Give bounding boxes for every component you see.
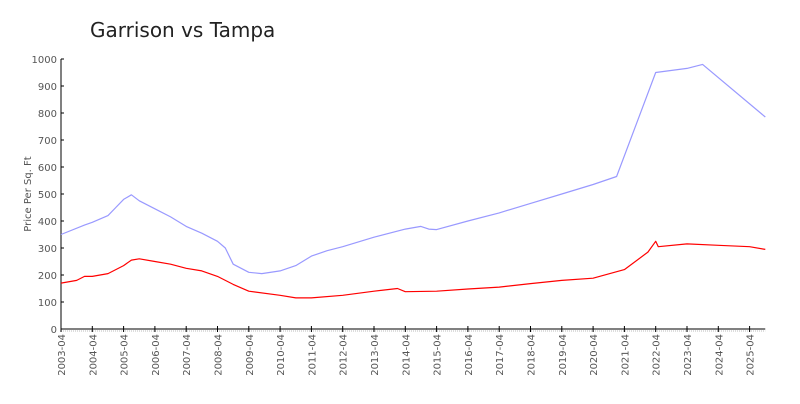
x-tick-label: 2012-04 xyxy=(339,334,350,376)
x-tick-label: 2015-04 xyxy=(433,334,444,376)
x-tick-label: 2003-04 xyxy=(57,334,68,376)
y-tick-label: 200 xyxy=(38,271,57,282)
x-tick-label: 2022-04 xyxy=(652,334,663,376)
x-tick-label: 2023-04 xyxy=(683,334,694,376)
series-line-0 xyxy=(60,63,766,275)
x-tick-label: 2021-04 xyxy=(620,334,631,376)
x-tick-label: 2005-04 xyxy=(120,334,131,376)
y-tick-label: 0 xyxy=(51,325,57,336)
series-line-1 xyxy=(60,240,766,299)
y-tick-label: 1000 xyxy=(32,55,57,66)
y-tick-label: 300 xyxy=(38,244,57,255)
x-tick-label: 2011-04 xyxy=(307,334,318,376)
x-tick-label: 2009-04 xyxy=(245,334,256,376)
y-tick-label: 100 xyxy=(38,298,57,309)
y-axis-label: Price Per Sq. Ft xyxy=(23,156,34,231)
x-tick-label: 2018-04 xyxy=(527,334,538,376)
y-tick-label: 500 xyxy=(38,190,57,201)
x-tick-label: 2016-04 xyxy=(464,334,475,376)
x-tick-label: 2025-04 xyxy=(746,334,757,376)
x-tick-label: 2024-04 xyxy=(714,334,725,376)
y-tick-label: 800 xyxy=(38,109,57,120)
x-tick-label: 2017-04 xyxy=(495,334,506,376)
x-tick-label: 2020-04 xyxy=(589,334,600,376)
x-tick-label: 2010-04 xyxy=(276,334,287,376)
x-tick-label: 2004-04 xyxy=(88,334,99,376)
y-tick-label: 900 xyxy=(38,82,57,93)
y-tick-label: 700 xyxy=(38,136,57,147)
x-tick-label: 2006-04 xyxy=(151,334,162,376)
chart-title: Garrison vs Tampa xyxy=(90,18,275,42)
x-tick-label: 2007-04 xyxy=(182,334,193,376)
x-tick-label: 2019-04 xyxy=(558,334,569,376)
x-tick-label: 2008-04 xyxy=(214,334,225,376)
y-tick-label: 600 xyxy=(38,163,57,174)
y-tick-label: 400 xyxy=(38,217,57,228)
x-tick-label: 2013-04 xyxy=(370,334,381,376)
x-tick-label: 2014-04 xyxy=(401,334,412,376)
